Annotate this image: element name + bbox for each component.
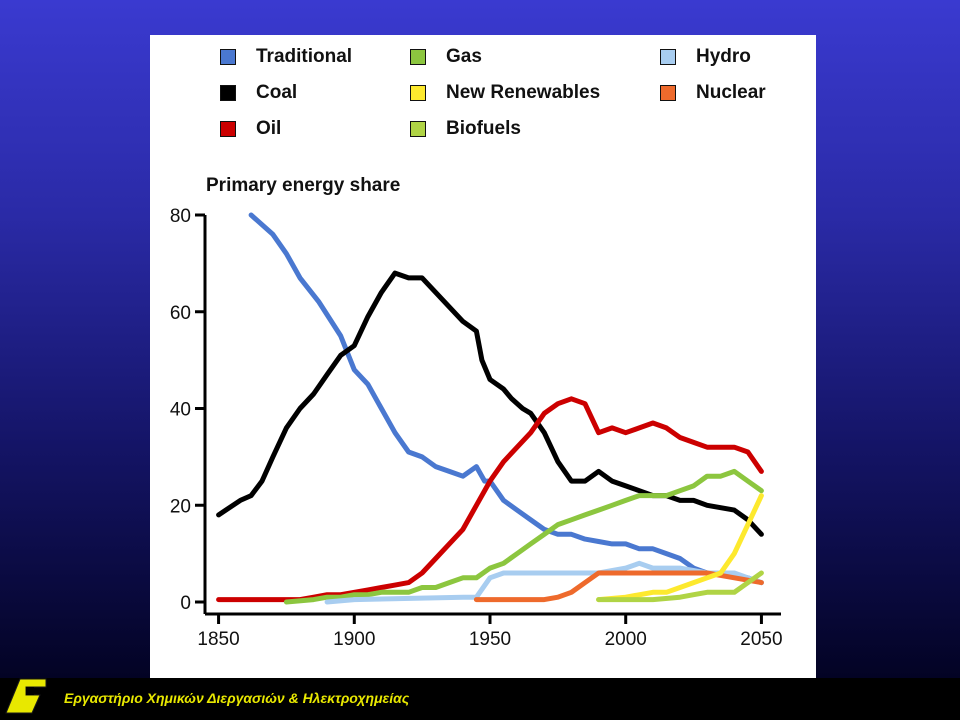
series-line-traditional xyxy=(248,212,764,586)
legend-swatch-gas xyxy=(410,49,426,65)
y-tick-label: 40 xyxy=(170,400,191,421)
series-line-coal xyxy=(216,270,764,537)
legend-item-traditional: Traditional xyxy=(220,45,352,69)
legend-item-oil: Oil xyxy=(220,117,281,141)
series-line-biofuels xyxy=(596,570,764,603)
y-tick-label: 0 xyxy=(180,593,191,614)
legend-swatch-biofuels xyxy=(410,121,426,137)
legend-item-nuclear: Nuclear xyxy=(660,81,766,105)
legend-item-gas: Gas xyxy=(410,45,482,69)
chart-legend: Traditional Gas Hydro Coal New Renewables Nuc… xyxy=(150,35,816,185)
legend-label-new-renewables: New Renewables xyxy=(446,82,601,103)
legend-item-new-renewables: New Renewables xyxy=(410,81,600,105)
chart-title: Primary energy share xyxy=(206,175,401,196)
line-chart: 0 20 40 60 80 1850 1900 1950 2000 2050 xyxy=(170,206,783,650)
legend-label-oil: Oil xyxy=(256,118,282,139)
series-line-gas xyxy=(283,468,764,605)
y-tick-label: 60 xyxy=(170,303,191,324)
legend-label-traditional: Traditional xyxy=(256,46,353,67)
legend-item-biofuels: Biofuels xyxy=(410,117,521,141)
y-tick-label: 80 xyxy=(170,206,191,227)
legend-label-coal: Coal xyxy=(256,82,298,103)
legend-swatch-hydro xyxy=(660,49,676,65)
x-tick-label: 2000 xyxy=(605,629,647,650)
slide-panel: Traditional Gas Hydro Coal New Renewables Nuc… xyxy=(150,35,816,678)
legend-label-hydro: Hydro xyxy=(696,46,751,67)
footer-bar xyxy=(0,678,960,720)
series-line-new-renewables xyxy=(596,493,764,603)
x-tick-label: 1950 xyxy=(469,629,511,650)
legend-swatch-nuclear xyxy=(660,85,676,101)
lab-logo-icon xyxy=(5,678,47,714)
x-tick-label: 1900 xyxy=(333,629,375,650)
legend-label-gas: Gas xyxy=(446,46,482,67)
x-tick-label: 1850 xyxy=(197,629,239,650)
legend-swatch-coal xyxy=(220,85,236,101)
legend-item-coal: Coal xyxy=(220,81,297,105)
legend-swatch-traditional xyxy=(220,49,236,65)
legend-swatch-oil xyxy=(220,121,236,137)
legend-item-hydro: Hydro xyxy=(660,45,751,69)
legend-swatch-new-renewables xyxy=(410,85,426,101)
lab-name: Εργαστήριο Χημικών Διεργασιών & Ηλεκτροχ… xyxy=(64,690,410,706)
series-line-oil xyxy=(216,396,764,603)
legend-label-biofuels: Biofuels xyxy=(446,118,521,139)
legend-label-nuclear: Nuclear xyxy=(696,82,766,103)
series-line-nuclear xyxy=(473,570,764,603)
y-tick-label: 20 xyxy=(170,496,191,517)
x-tick-label: 2050 xyxy=(740,629,782,650)
